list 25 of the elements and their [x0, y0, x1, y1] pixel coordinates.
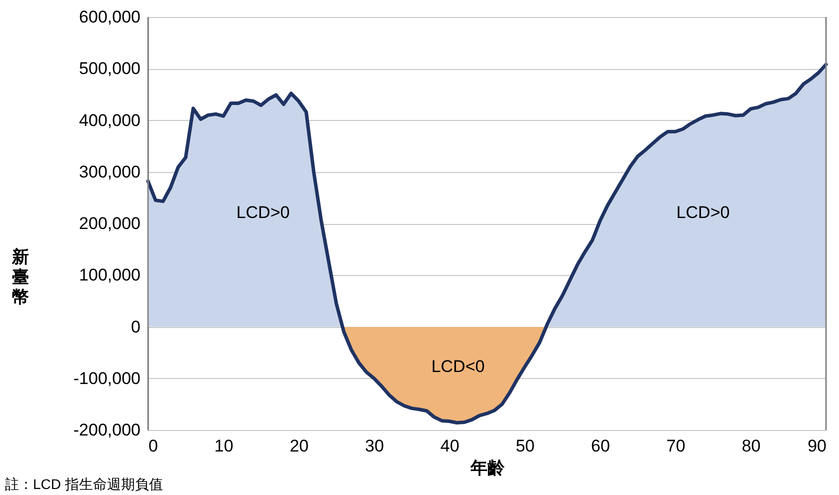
x-axis-title: 年齡: [470, 458, 506, 478]
x-tick-label: 50: [516, 436, 535, 456]
x-tick-label: 40: [440, 436, 460, 456]
annotation: LCD>0: [676, 203, 730, 222]
annotation: LCD<0: [431, 357, 485, 376]
x-tick-label: 30: [365, 436, 384, 456]
y-tick-label: 600,000: [79, 8, 140, 26]
y-tick-label: 200,000: [79, 214, 140, 233]
y-tick-label: 500,000: [79, 59, 140, 78]
x-tick-label: 10: [214, 436, 234, 456]
y-tick-label: -200,000: [73, 420, 140, 440]
y-tick-label: 100,000: [79, 266, 140, 285]
x-tick-label: 70: [666, 436, 686, 456]
y-tick-label: 0: [131, 317, 140, 336]
text: 註：LCD 指生命週期負值: [5, 476, 163, 492]
x-tick-label: 90: [808, 436, 826, 456]
x-tick-label: 80: [742, 436, 761, 456]
x-tick-label: 20: [290, 436, 309, 456]
x-tick-label: 0: [148, 436, 158, 456]
y-tick-label: -100,000: [73, 368, 140, 388]
y-axis-title: 新臺幣: [11, 248, 29, 306]
y-tick-label: 300,000: [79, 162, 140, 182]
x-tick-label: 60: [591, 436, 610, 456]
y-tick-label: 400,000: [79, 110, 140, 130]
annotation: LCD>0: [236, 203, 290, 222]
